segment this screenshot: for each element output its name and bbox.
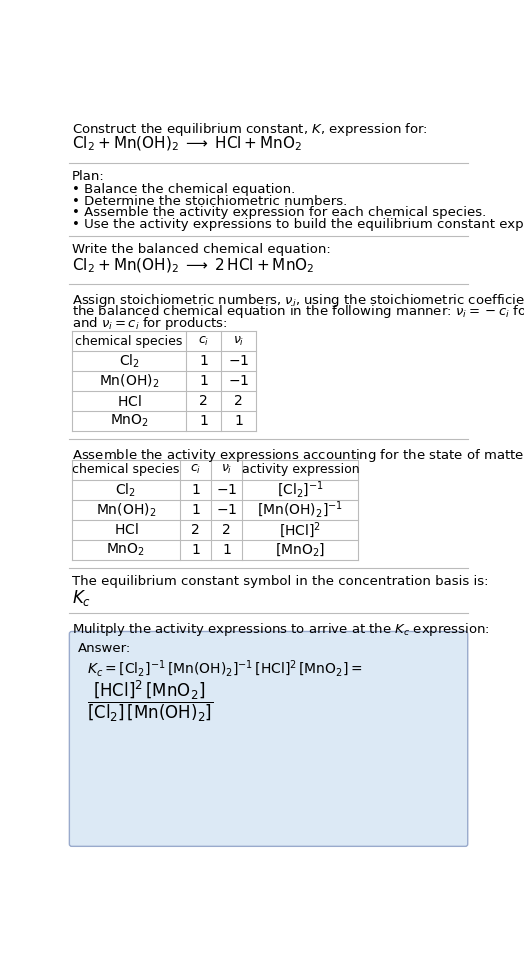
Text: $\dfrac{[\mathrm{HCl}]^{2}\,[\mathrm{MnO_2}]}{[\mathrm{Cl_2}]\,[\mathrm{Mn(OH)_2: $\dfrac{[\mathrm{HCl}]^{2}\,[\mathrm{MnO… bbox=[87, 679, 214, 723]
Text: $\mathrm{Cl_2 + Mn(OH)_2 \;\longrightarrow\; 2\,HCl + MnO_2}$: $\mathrm{Cl_2 + Mn(OH)_2 \;\longrightarr… bbox=[72, 256, 314, 275]
Text: 1: 1 bbox=[200, 414, 208, 429]
Text: Mulitply the activity expressions to arrive at the $K_c$ expression:: Mulitply the activity expressions to arr… bbox=[72, 621, 489, 637]
Text: 1: 1 bbox=[191, 502, 200, 517]
Text: $[\mathrm{MnO_2}]$: $[\mathrm{MnO_2}]$ bbox=[275, 542, 325, 558]
Text: $\mathrm{Mn(OH)_2}$: $\mathrm{Mn(OH)_2}$ bbox=[96, 501, 156, 519]
Text: 1: 1 bbox=[200, 354, 208, 368]
Text: 1: 1 bbox=[234, 414, 243, 429]
Text: 1: 1 bbox=[191, 543, 200, 557]
Text: • Use the activity expressions to build the equilibrium constant expression.: • Use the activity expressions to build … bbox=[72, 218, 524, 231]
Text: 2: 2 bbox=[234, 394, 243, 409]
FancyBboxPatch shape bbox=[69, 632, 468, 846]
Text: $K_c$: $K_c$ bbox=[72, 589, 91, 609]
Text: $\mathrm{HCl}$: $\mathrm{HCl}$ bbox=[117, 393, 141, 409]
Text: • Assemble the activity expression for each chemical species.: • Assemble the activity expression for e… bbox=[72, 207, 486, 219]
Text: $c_i$: $c_i$ bbox=[198, 335, 210, 347]
Text: $\mathrm{Mn(OH)_2}$: $\mathrm{Mn(OH)_2}$ bbox=[99, 372, 159, 389]
Text: $[\mathrm{HCl}]^{2}$: $[\mathrm{HCl}]^{2}$ bbox=[279, 520, 321, 540]
Text: $K_c = [\mathrm{Cl_2}]^{-1}\,[\mathrm{Mn(OH)_2}]^{-1}\,[\mathrm{HCl}]^{2}\,[\mat: $K_c = [\mathrm{Cl_2}]^{-1}\,[\mathrm{Mn… bbox=[87, 658, 363, 679]
Text: and $\nu_i = c_i$ for products:: and $\nu_i = c_i$ for products: bbox=[72, 315, 227, 332]
Text: 1: 1 bbox=[191, 483, 200, 497]
Text: $\mathrm{Cl_2 + Mn(OH)_2 \;\longrightarrow\; HCl + MnO_2}$: $\mathrm{Cl_2 + Mn(OH)_2 \;\longrightarr… bbox=[72, 135, 302, 153]
Text: Write the balanced chemical equation:: Write the balanced chemical equation: bbox=[72, 243, 331, 256]
Text: Assign stoichiometric numbers, $\nu_i$, using the stoichiometric coefficients, $: Assign stoichiometric numbers, $\nu_i$, … bbox=[72, 292, 524, 309]
Text: $[\mathrm{Cl_2}]^{-1}$: $[\mathrm{Cl_2}]^{-1}$ bbox=[277, 479, 324, 500]
Text: $-1$: $-1$ bbox=[228, 374, 249, 389]
Text: 2: 2 bbox=[191, 523, 200, 537]
Text: $-1$: $-1$ bbox=[228, 354, 249, 368]
Text: $-1$: $-1$ bbox=[216, 502, 237, 517]
Text: $[\mathrm{Mn(OH)_2}]^{-1}$: $[\mathrm{Mn(OH)_2}]^{-1}$ bbox=[257, 500, 343, 520]
Text: the balanced chemical equation in the following manner: $\nu_i = -c_i$ for react: the balanced chemical equation in the fo… bbox=[72, 303, 524, 321]
Text: • Determine the stoichiometric numbers.: • Determine the stoichiometric numbers. bbox=[72, 195, 347, 208]
Text: 1: 1 bbox=[200, 374, 208, 389]
Text: 2: 2 bbox=[222, 523, 231, 537]
Text: activity expression: activity expression bbox=[242, 463, 359, 477]
Text: $c_i$: $c_i$ bbox=[190, 463, 201, 477]
Text: Construct the equilibrium constant, $K$, expression for:: Construct the equilibrium constant, $K$,… bbox=[72, 121, 428, 138]
Text: 1: 1 bbox=[222, 543, 231, 557]
Text: chemical species: chemical species bbox=[75, 335, 183, 347]
Text: The equilibrium constant symbol in the concentration basis is:: The equilibrium constant symbol in the c… bbox=[72, 575, 488, 589]
Text: $\mathrm{Cl_2}$: $\mathrm{Cl_2}$ bbox=[118, 352, 139, 370]
Text: $\nu_i$: $\nu_i$ bbox=[233, 335, 244, 347]
Text: $\mathrm{Cl_2}$: $\mathrm{Cl_2}$ bbox=[115, 481, 136, 499]
Text: $\mathrm{MnO_2}$: $\mathrm{MnO_2}$ bbox=[110, 413, 149, 430]
Text: chemical species: chemical species bbox=[72, 463, 180, 477]
Text: $-1$: $-1$ bbox=[216, 483, 237, 497]
Text: 2: 2 bbox=[200, 394, 208, 409]
Text: • Balance the chemical equation.: • Balance the chemical equation. bbox=[72, 184, 295, 196]
Text: Answer:: Answer: bbox=[78, 641, 131, 655]
Text: $\nu_i$: $\nu_i$ bbox=[221, 463, 232, 477]
Text: Assemble the activity expressions accounting for the state of matter and $\nu_i$: Assemble the activity expressions accoun… bbox=[72, 447, 524, 464]
Text: Plan:: Plan: bbox=[72, 170, 104, 184]
Text: $\mathrm{MnO_2}$: $\mathrm{MnO_2}$ bbox=[106, 542, 146, 558]
Text: $\mathrm{HCl}$: $\mathrm{HCl}$ bbox=[114, 523, 138, 538]
